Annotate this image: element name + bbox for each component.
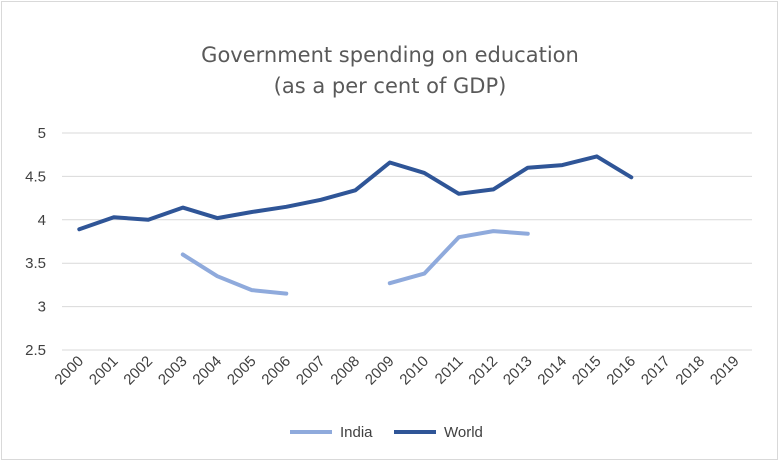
legend: India World [290,424,483,441]
x-tick-label: 2005 [224,353,260,389]
chart-title-line-1: Government spending on education [201,43,579,67]
chart-title-line-2: (as a per cent of GDP) [274,74,507,98]
x-tick-label: 2018 [672,353,708,389]
x-tick-label: 2013 [500,353,536,389]
x-tick-label: 2008 [327,353,363,389]
x-tick-label: 2004 [189,353,225,389]
x-tick-label: 2014 [534,353,570,389]
y-tick-label: 3 [38,299,46,316]
x-tick-label: 2007 [293,353,329,389]
legend-label-world: World [444,424,483,441]
legend-label-india: India [340,424,373,441]
y-tick-label: 3.5 [25,255,46,272]
series-line-world [77,154,634,232]
x-tick-label: 2016 [603,353,639,389]
series-line-india [180,252,289,296]
x-tick-label: 2009 [362,353,398,389]
x-tick-label: 2019 [707,353,743,389]
x-tick-label: 2011 [432,353,467,388]
series-line-india [387,229,530,286]
y-tick-label: 2.5 [25,342,46,359]
x-tick-label: 2001 [86,353,122,389]
x-axis-ticks: 2000200120022003200420052006200720082009… [51,353,742,389]
y-tick-label: 4 [38,212,46,229]
x-tick-label: 2003 [155,353,191,389]
series-lines [77,154,634,296]
gridlines [62,132,752,351]
y-tick-label: 4.5 [25,168,46,185]
x-tick-label: 2006 [258,353,294,389]
x-tick-label: 2010 [396,353,432,389]
y-tick-label: 5 [38,125,46,142]
x-tick-label: 2012 [465,353,501,389]
x-tick-label: 2000 [51,353,87,389]
x-tick-label: 2017 [638,353,674,389]
x-tick-label: 2015 [569,353,605,389]
x-tick-label: 2002 [120,353,156,389]
y-axis-ticks: 2.5 3 3.5 4 4.5 5 [25,125,46,359]
